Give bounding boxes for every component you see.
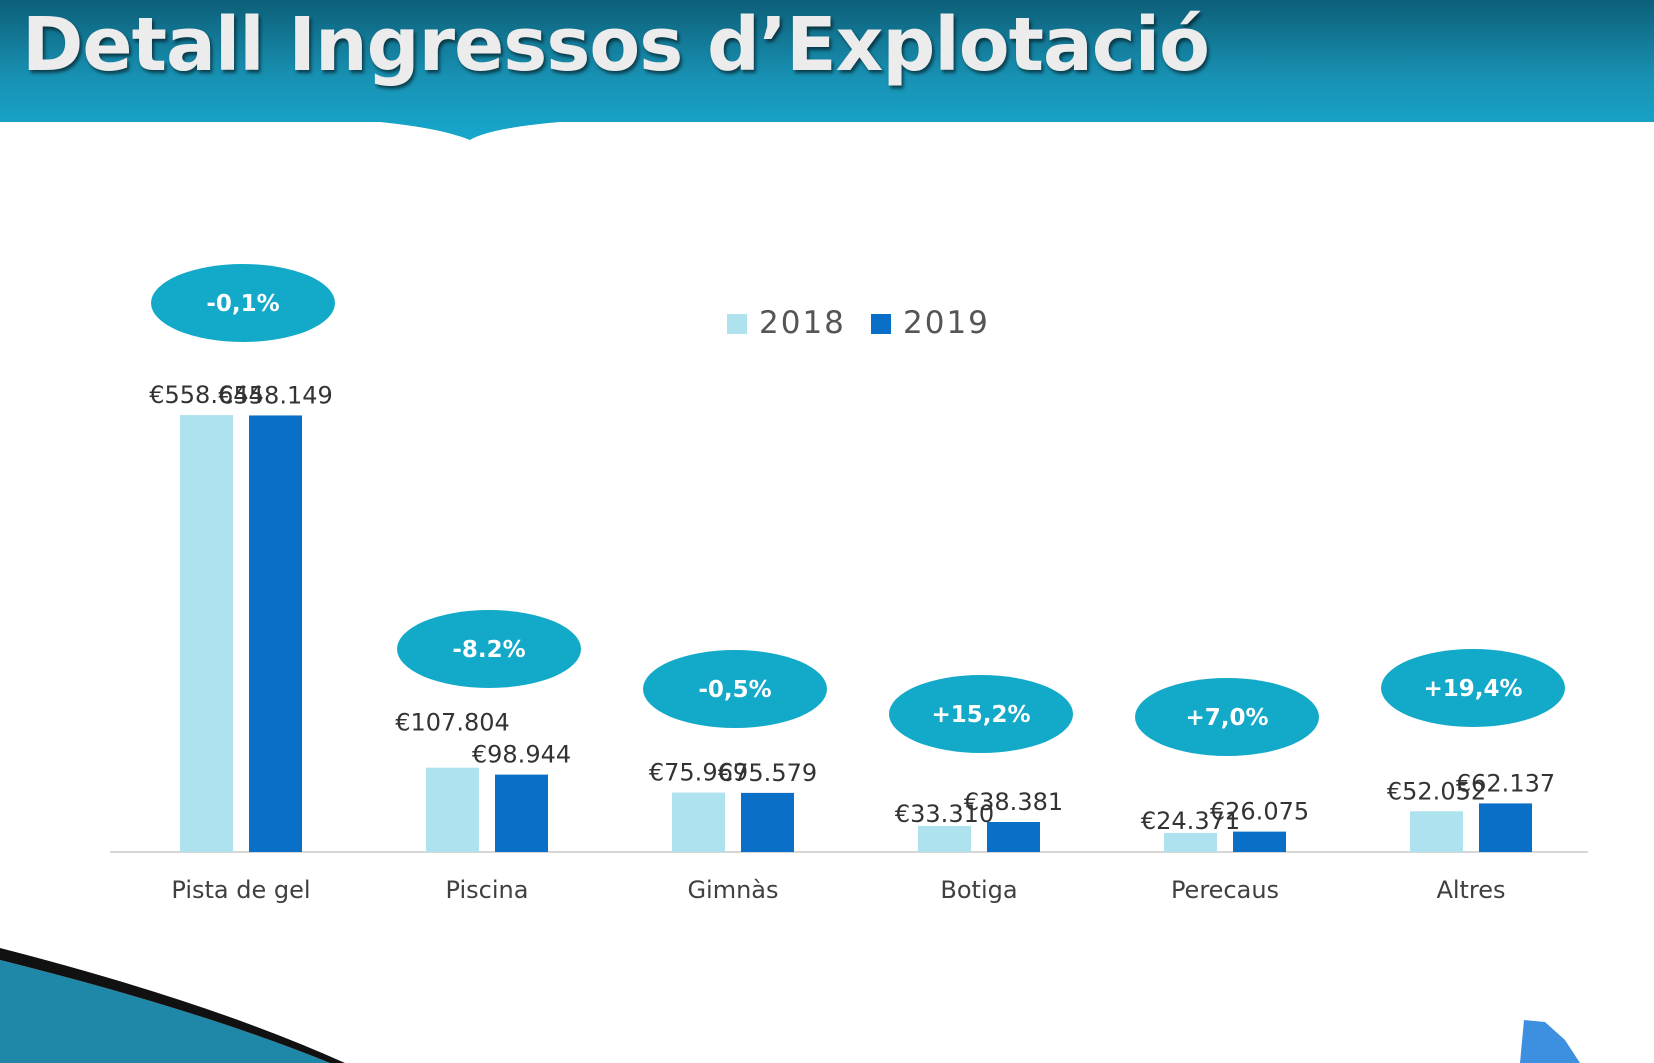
legend-swatch-2018 (727, 314, 747, 334)
header-banner: Detall Ingressos d’Explotació (0, 0, 1654, 140)
data-label-2018-5: €52.052 (1387, 777, 1486, 805)
bar-2019-5 (1479, 803, 1532, 852)
data-label-2019-2: €75.579 (718, 759, 817, 787)
header-background (0, 0, 1654, 140)
bar-2018-0 (180, 415, 233, 852)
category-label-5: Altres (1436, 876, 1505, 904)
bar-2019-0 (249, 415, 302, 852)
change-badge-3 (889, 675, 1073, 753)
change-badge-1 (397, 610, 581, 688)
legend-label-2019: 2019 (903, 305, 990, 341)
page-title: Detall Ingressos d’Explotació (22, 2, 1210, 88)
category-label-1: Piscina (446, 876, 529, 904)
bar-2019-4 (1233, 831, 1286, 852)
bar-2019-3 (987, 821, 1040, 852)
data-label-2019-0: €558.149 (218, 381, 333, 409)
change-badge-label-5: +19,4% (1423, 676, 1522, 702)
legend-label-2018: 2018 (759, 305, 846, 341)
data-label-2018-4: €24.371 (1141, 807, 1240, 835)
change-badge-0 (151, 264, 335, 342)
bar-2018-5 (1410, 811, 1463, 852)
change-badge-label-2: -0,5% (698, 677, 771, 703)
bar-2018-3 (918, 825, 971, 852)
change-badge-label-4: +7,0% (1185, 705, 1268, 731)
data-label-2019-1: €98.944 (472, 741, 571, 769)
bar-2018-1 (426, 767, 479, 852)
legend-swatch-2019 (871, 314, 891, 334)
change-badge-4 (1135, 678, 1319, 756)
category-label-4: Perecaus (1171, 876, 1279, 904)
category-label-3: Botiga (940, 876, 1017, 904)
data-label-2018-1: €107.804 (395, 709, 510, 737)
category-label-0: Pista de gel (171, 876, 310, 904)
change-badge-label-1: -8.2% (452, 637, 525, 663)
change-badge-label-0: -0,1% (206, 291, 279, 317)
change-badge-label-3: +15,2% (931, 702, 1030, 728)
bar-2019-2 (741, 792, 794, 852)
change-badge-5 (1381, 649, 1565, 727)
bar-2018-2 (672, 792, 725, 852)
category-label-2: Gimnàs (687, 876, 778, 904)
change-badge-2 (643, 650, 827, 728)
data-label-2019-4: €26.075 (1210, 798, 1309, 826)
data-label-2019-3: €38.381 (964, 788, 1063, 816)
bar-2018-4 (1164, 832, 1217, 852)
logo-corner-icon (1520, 1020, 1580, 1063)
bar-2019-1 (495, 774, 548, 852)
data-label-2018-2: €75.969 (649, 759, 748, 787)
data-label-2019-5: €62.137 (1456, 769, 1555, 797)
data-label-2018-3: €33.310 (895, 800, 994, 828)
data-label-2018-0: €558.644 (149, 381, 264, 409)
